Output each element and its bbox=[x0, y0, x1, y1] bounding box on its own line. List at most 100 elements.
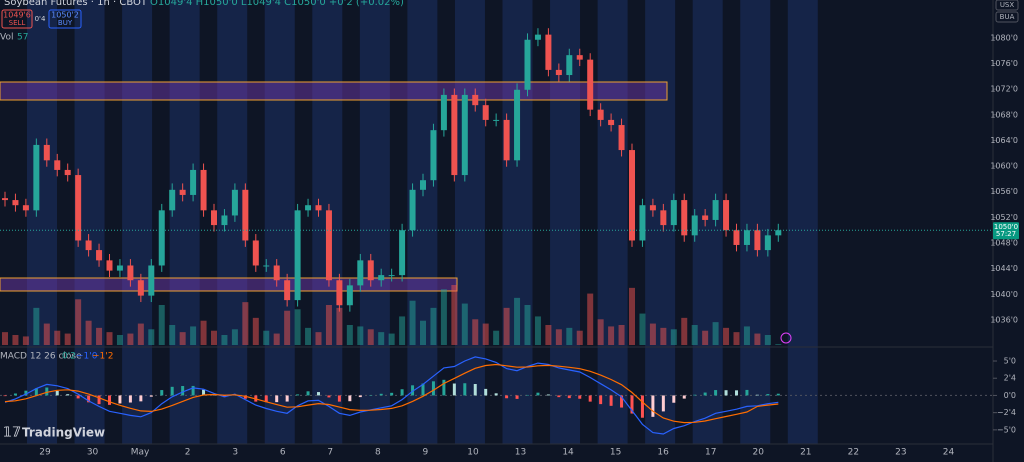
x-tick-label: 14 bbox=[562, 448, 574, 458]
y-tick-label: −2'4 bbox=[997, 408, 1016, 417]
candle-body bbox=[273, 265, 280, 281]
y-tick-label: 1052'0 bbox=[990, 213, 1018, 222]
volume-bar bbox=[733, 332, 740, 345]
candle-body bbox=[54, 160, 61, 170]
volume-bar bbox=[12, 335, 19, 345]
candle-body bbox=[388, 275, 395, 277]
session-band bbox=[264, 0, 295, 444]
volume-bar bbox=[200, 320, 207, 345]
macd-histogram-bar bbox=[296, 394, 300, 396]
candle-body bbox=[169, 189, 176, 211]
volume-bar bbox=[294, 309, 301, 345]
logo-icon: 𝟙𝟟 bbox=[3, 426, 21, 441]
candle-body bbox=[514, 89, 521, 161]
volume-bar bbox=[639, 313, 646, 345]
volume-bar bbox=[430, 307, 437, 345]
unit-button[interactable] bbox=[995, 11, 1019, 23]
macd-histogram-bar bbox=[766, 394, 770, 396]
candle-body bbox=[158, 210, 165, 266]
session-band bbox=[169, 0, 200, 444]
macd-histogram-bar bbox=[160, 390, 164, 396]
x-tick-label: 20 bbox=[753, 448, 765, 458]
candle-body bbox=[305, 205, 312, 211]
volume-bar bbox=[190, 326, 197, 345]
volume-bar bbox=[148, 329, 155, 345]
unit: BUA bbox=[1000, 13, 1015, 21]
macd-histogram-bar bbox=[578, 395, 582, 399]
x-tick-label: 21 bbox=[800, 448, 811, 458]
macd-histogram-bar bbox=[714, 390, 718, 396]
candle-body bbox=[723, 200, 730, 231]
volume-bar bbox=[85, 320, 92, 345]
candle-body bbox=[576, 55, 583, 60]
candle-body bbox=[420, 180, 426, 190]
candle-body bbox=[670, 200, 677, 226]
candle-body bbox=[242, 189, 249, 241]
candle-body bbox=[252, 240, 259, 266]
macd-histogram-bar bbox=[390, 392, 394, 396]
macd-histogram-bar bbox=[515, 395, 519, 399]
candle-body bbox=[681, 200, 688, 236]
currency: USX bbox=[1000, 1, 1015, 9]
candle-body bbox=[534, 34, 541, 40]
candle-body bbox=[106, 260, 113, 271]
x-tick-label: 10 bbox=[467, 448, 479, 458]
volume-bar bbox=[137, 323, 144, 345]
volume-bar bbox=[482, 323, 489, 345]
macd-histogram-bar bbox=[484, 388, 488, 396]
y-tick-label: 1044'0 bbox=[990, 264, 1018, 273]
macd-histogram-bar bbox=[76, 395, 80, 399]
x-tick-label: 22 bbox=[848, 448, 859, 458]
volume-bar bbox=[179, 332, 186, 345]
sell-button[interactable] bbox=[1, 9, 33, 29]
volume-bar bbox=[597, 319, 604, 345]
volume-bar bbox=[284, 310, 291, 345]
candle-body bbox=[336, 280, 343, 306]
macd-histogram-bar bbox=[358, 395, 362, 398]
volume-bar bbox=[608, 326, 615, 345]
candle-body bbox=[179, 189, 186, 195]
macd-histogram-bar bbox=[108, 395, 111, 405]
macd-histogram-bar bbox=[536, 392, 540, 396]
x-tick-label: 6 bbox=[280, 448, 286, 458]
macd-histogram-bar bbox=[609, 395, 613, 406]
macd-histogram-bar bbox=[118, 395, 122, 404]
macd-histogram-bar bbox=[693, 394, 697, 396]
candle-body bbox=[64, 169, 71, 176]
alert-icon[interactable] bbox=[780, 332, 792, 344]
x-tick-label: 30 bbox=[87, 448, 99, 458]
session-band bbox=[645, 0, 676, 444]
macd-histogram-bar bbox=[400, 389, 404, 396]
volume-bar bbox=[2, 332, 8, 345]
volume-bar bbox=[743, 326, 750, 345]
candle-body bbox=[33, 144, 40, 211]
chart-title: Soybean Futures · 1h · CBOT bbox=[4, 0, 148, 8]
x-tick-label: 15 bbox=[610, 448, 621, 458]
volume-bar bbox=[22, 336, 29, 345]
macd-histogram-bar bbox=[243, 395, 247, 399]
candle-body bbox=[743, 230, 750, 245]
macd-histogram-bar bbox=[348, 395, 352, 402]
volume-bar bbox=[493, 330, 500, 345]
volume-bar bbox=[33, 307, 40, 345]
currency-button[interactable] bbox=[995, 0, 1019, 11]
candle-body bbox=[597, 109, 604, 120]
macd-histogram-bar bbox=[306, 391, 310, 396]
volume-bar bbox=[754, 333, 761, 345]
y-tick-label: 1040'0 bbox=[990, 290, 1018, 299]
buy-button[interactable] bbox=[48, 9, 82, 29]
volume-bar bbox=[399, 316, 406, 345]
session-band bbox=[740, 0, 771, 444]
macd-histogram-bar bbox=[682, 395, 686, 399]
y-tick-label: 1064'0 bbox=[990, 136, 1018, 145]
candle-body bbox=[649, 205, 656, 211]
candle-body bbox=[116, 265, 123, 271]
volume-bar bbox=[43, 323, 50, 345]
macd-histogram-bar bbox=[275, 395, 279, 403]
volume-bar bbox=[409, 300, 416, 345]
volume-bar bbox=[367, 329, 374, 345]
volume-bar bbox=[723, 327, 730, 345]
volume-bar bbox=[263, 330, 270, 345]
candle-body bbox=[566, 55, 573, 76]
volume-bar bbox=[691, 325, 698, 345]
